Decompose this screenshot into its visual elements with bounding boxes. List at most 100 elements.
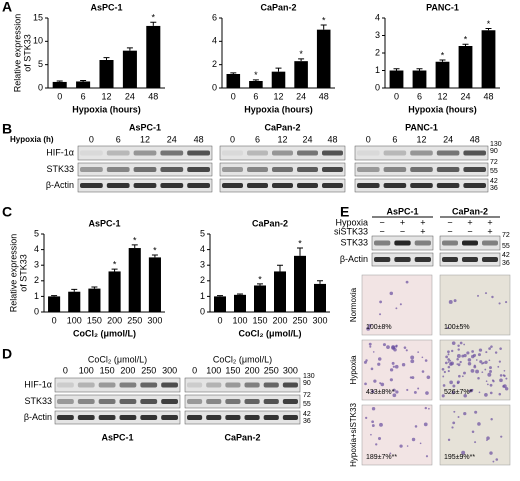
condition-sign: + <box>487 217 492 227</box>
cell-dot <box>463 353 467 358</box>
image-row-label: Normoxia <box>349 287 358 322</box>
bar <box>148 257 161 312</box>
cell-dot <box>456 380 460 384</box>
cell-dot <box>495 458 499 461</box>
cell-dot <box>441 367 445 371</box>
y-tick-label: 4 <box>34 244 39 254</box>
cell-dot <box>481 371 484 374</box>
lane-label: 6 <box>255 134 260 144</box>
blot-band <box>106 183 130 188</box>
x-tick-label: 250 <box>292 315 307 325</box>
condition-sign: − <box>447 217 452 227</box>
error-bar <box>277 264 283 272</box>
cell-dot <box>363 360 367 364</box>
cell-dot <box>426 375 431 380</box>
y-tick-label: 15 <box>33 12 43 22</box>
cell-dot <box>391 361 395 365</box>
panel-label: B <box>2 121 12 137</box>
blot-band <box>161 399 178 404</box>
blot-strip <box>54 410 181 425</box>
chart-title: CaPan-2 <box>260 2 296 12</box>
blot-band <box>374 240 391 246</box>
cell-dot <box>453 299 457 303</box>
bar <box>122 50 137 88</box>
significance: * <box>113 259 117 269</box>
blot-band <box>222 183 243 188</box>
lane-label: 150 <box>225 365 240 375</box>
x-axis-label: CoCl₂ (μmol/L) <box>239 328 302 338</box>
blot-band <box>482 240 498 246</box>
cell-dot <box>413 390 417 394</box>
blot-band <box>77 382 95 388</box>
blot-band <box>57 415 74 420</box>
x-tick-label: 200 <box>272 315 287 325</box>
cell-dot <box>451 426 454 429</box>
cell-dot <box>457 416 460 418</box>
mw-marker: 36 <box>303 418 311 425</box>
cell-dot <box>389 378 393 382</box>
condition-sign: − <box>467 226 472 236</box>
error-bar <box>298 58 305 62</box>
lane-label: 48 <box>470 134 480 144</box>
cell-dot <box>447 326 450 330</box>
error-bar <box>51 295 58 297</box>
error-bar <box>126 47 133 51</box>
lane-label: 200 <box>120 365 135 375</box>
x-tick-label: 24 <box>460 91 470 101</box>
cell-dot <box>424 406 427 410</box>
row-label: STK33 <box>46 164 74 174</box>
bar <box>435 61 450 88</box>
cell-dot <box>371 406 376 411</box>
blot-band <box>322 183 343 188</box>
y-tick-label: 0 <box>34 306 39 316</box>
cell-dot <box>471 388 474 391</box>
cell-dot <box>467 358 472 362</box>
blot-band <box>357 167 380 172</box>
blot-band <box>244 382 260 388</box>
blot-band <box>272 183 293 188</box>
blot-band <box>247 167 268 172</box>
blot-band <box>414 240 431 246</box>
blot-band <box>436 150 460 156</box>
cell-dot <box>406 388 409 392</box>
error-bar <box>297 247 303 256</box>
migration-percent: 100±5% <box>444 324 470 331</box>
cell-dot <box>490 418 493 421</box>
error-bar <box>257 283 263 286</box>
cell-dot <box>489 391 493 395</box>
blot-band <box>119 382 137 388</box>
cell-dot <box>410 355 415 360</box>
x-tick-label: 300 <box>312 315 327 325</box>
cell-dot <box>365 416 368 420</box>
cell-dot <box>369 345 372 348</box>
cell-dot <box>447 369 450 373</box>
x-tick-label: 24 <box>296 91 306 101</box>
cell-dot <box>475 359 478 361</box>
blot-band <box>206 382 222 388</box>
mw-marker: 72 <box>502 232 510 239</box>
lane-label: 0 <box>366 134 371 144</box>
cell-dot <box>424 359 428 362</box>
cell-dot <box>457 363 461 367</box>
mw-marker: 42 <box>502 252 510 259</box>
dose-header: CoCl₂ (μmol/L) <box>88 354 147 364</box>
cell-dot <box>458 374 461 378</box>
migration-percent: 189±7%** <box>366 454 397 461</box>
bar <box>458 46 473 88</box>
cell-dot <box>377 357 382 361</box>
blot-band <box>225 382 241 388</box>
x-tick-label: 150 <box>87 315 102 325</box>
blot-band <box>225 415 241 420</box>
blot-band <box>161 382 178 388</box>
cell-dot <box>393 348 397 352</box>
mw-marker: 72 <box>303 392 311 399</box>
bar <box>88 288 101 312</box>
cell-dot <box>461 375 464 378</box>
blot-band <box>206 415 222 420</box>
chart-title: AsPC-1 <box>88 218 120 228</box>
mw-marker: 55 <box>490 168 498 175</box>
migration-percent: 195±9%** <box>444 454 475 461</box>
micrograph <box>361 404 433 466</box>
cell-dot <box>371 389 375 394</box>
blot-band <box>272 167 293 172</box>
